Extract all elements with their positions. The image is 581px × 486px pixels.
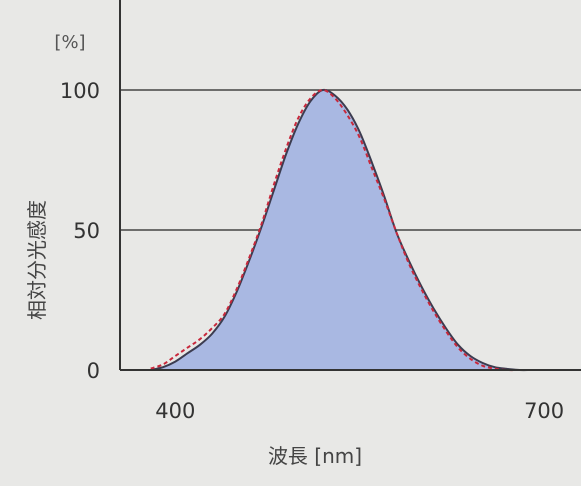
y-unit-label: [%] <box>54 32 85 53</box>
y-tick-label-0: 0 <box>87 359 100 383</box>
y-axis-title: 相対分光感度 <box>25 200 49 320</box>
y-tick-label-50: 50 <box>73 219 100 243</box>
tick-labels: 0 50 100 400 700 <box>60 79 564 423</box>
y-tick-label-100: 100 <box>60 79 100 103</box>
solid-curve <box>150 88 569 372</box>
x-tick-label-400: 400 <box>155 399 195 423</box>
sensitivity-area <box>150 89 569 371</box>
x-axis-title: 波長 [nm] <box>268 444 362 468</box>
x-tick-label-700: 700 <box>524 399 564 423</box>
